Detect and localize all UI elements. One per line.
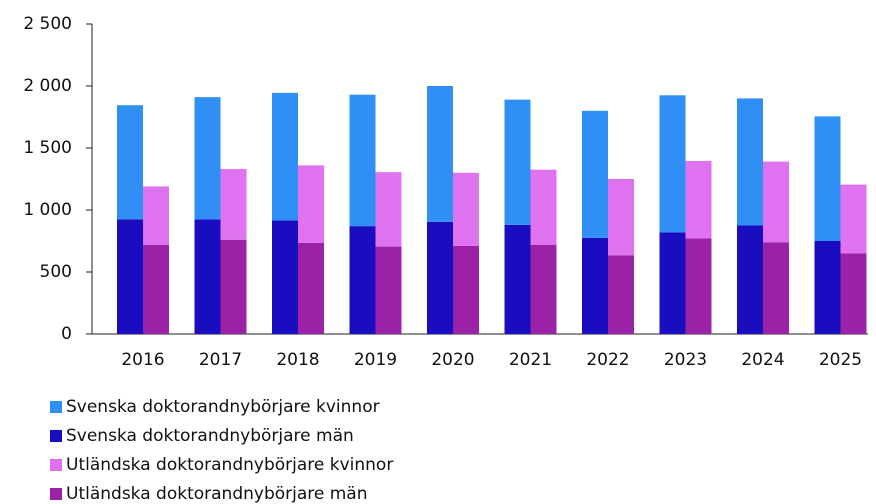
- x-tick-label: 2024: [741, 350, 784, 370]
- bar-segment: [272, 92, 298, 221]
- bar-segment: [763, 242, 789, 334]
- bar-segment: [272, 220, 298, 334]
- legend-swatch: [50, 459, 62, 471]
- bar-segment: [530, 244, 557, 334]
- bar-segment: [349, 94, 376, 227]
- bar-segment: [220, 239, 247, 334]
- bar-segment: [659, 95, 686, 233]
- y-tick-label: 500: [40, 262, 72, 282]
- bar-segment: [298, 165, 324, 243]
- bar-segment: [582, 237, 608, 334]
- bar-segment: [143, 244, 169, 334]
- bar-segment: [814, 116, 841, 241]
- legend-swatch: [50, 430, 62, 442]
- y-tick-label: 1 000: [23, 200, 72, 220]
- bar-segment: [504, 99, 531, 225]
- y-tick-label: 2 000: [23, 76, 72, 96]
- x-tick-label: 2016: [121, 350, 164, 370]
- bar-segment: [685, 238, 712, 334]
- bar-segment: [220, 169, 247, 240]
- bar-segment: [194, 97, 221, 220]
- x-tick-label: 2025: [819, 350, 862, 370]
- legend-label: Utländska doktorandnybörjare kvinnor: [66, 455, 393, 475]
- legend-label: Utländska doktorandnybörjare män: [66, 484, 368, 504]
- bar-segment: [143, 186, 169, 245]
- bar-segment: [375, 172, 402, 247]
- bar-segment: [659, 232, 686, 334]
- bar-segment: [298, 242, 324, 334]
- legend-swatch: [50, 401, 62, 413]
- bar-segment: [117, 219, 143, 334]
- bar-segment: [504, 224, 531, 334]
- bar-segment: [427, 221, 453, 334]
- legend-label: Svenska doktorandnybörjare män: [66, 426, 354, 446]
- bar-segment: [349, 226, 376, 334]
- bar-segment: [375, 246, 402, 334]
- x-tick-label: 2023: [664, 350, 707, 370]
- bar-segment: [737, 98, 763, 226]
- y-tick-label: 2 500: [23, 14, 72, 34]
- bar-segment: [840, 184, 867, 254]
- bar-segment: [608, 179, 634, 256]
- bar-segment: [427, 86, 453, 222]
- y-tick-label: 1 500: [23, 138, 72, 158]
- bar-segment: [685, 161, 712, 239]
- x-tick-label: 2022: [586, 350, 629, 370]
- x-tick-label: 2019: [354, 350, 397, 370]
- bar-segment: [194, 219, 221, 334]
- x-tick-label: 2018: [276, 350, 319, 370]
- bar-segment: [763, 161, 789, 243]
- bar-segment: [737, 225, 763, 334]
- bar-segment: [453, 172, 479, 246]
- bar-segment: [814, 241, 841, 334]
- bar-segment: [530, 169, 557, 245]
- legend-swatch: [50, 488, 62, 500]
- y-tick-label: 0: [61, 324, 72, 344]
- bar-segment: [582, 110, 608, 238]
- bar-segment: [453, 245, 479, 334]
- bar-segment: [117, 105, 143, 220]
- x-tick-label: 2017: [199, 350, 242, 370]
- x-tick-label: 2021: [509, 350, 552, 370]
- legend-label: Svenska doktorandnybörjare kvinnor: [66, 397, 380, 417]
- bar-segment: [840, 253, 867, 334]
- x-tick-label: 2020: [431, 350, 474, 370]
- bar-segment: [608, 255, 634, 334]
